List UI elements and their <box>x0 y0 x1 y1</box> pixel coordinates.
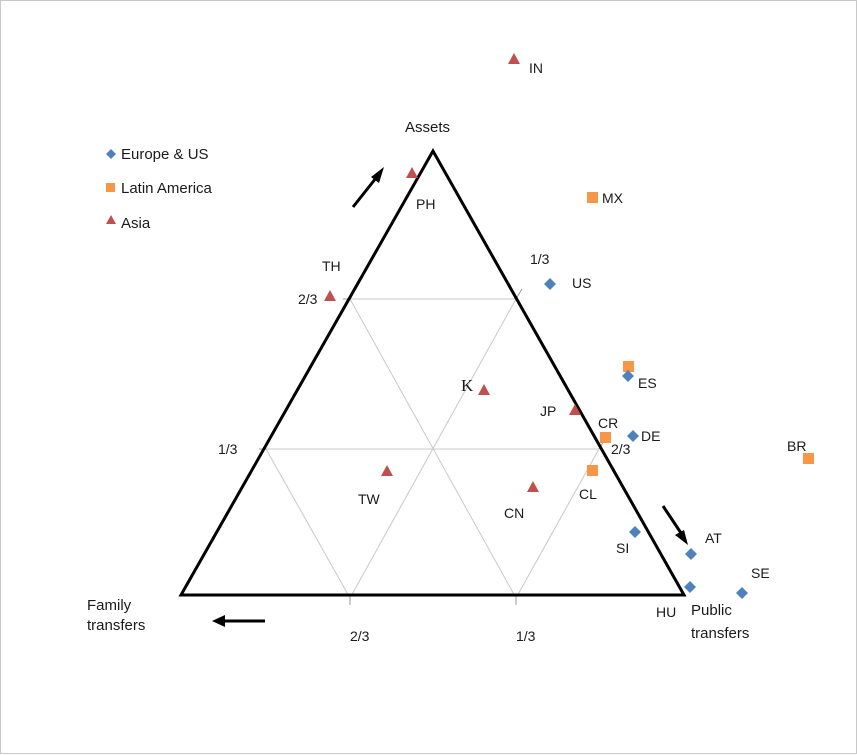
ternary-triangle <box>178 147 687 597</box>
legend-label-latin-america: Latin America <box>121 180 213 197</box>
marker-us <box>544 278 556 290</box>
grid-lines <box>265 298 600 599</box>
corner-label-public-line1: Public <box>691 602 732 619</box>
marker-ph <box>406 167 418 178</box>
tick-label-bottom-one-third: 1/3 <box>516 628 536 644</box>
data-markers <box>324 53 814 599</box>
marker-jp <box>569 404 581 415</box>
direction-arrows <box>212 167 688 627</box>
grid-line-right-diagonal-a <box>349 298 517 599</box>
point-label-cl: CL <box>579 486 597 502</box>
point-label-us: US <box>572 275 591 291</box>
marker-es-latin <box>623 361 634 372</box>
marker-se <box>736 587 748 599</box>
marker-at <box>685 548 697 560</box>
point-label-tw: TW <box>358 491 381 507</box>
point-label-in: IN <box>529 60 543 76</box>
marker-cn <box>527 481 539 492</box>
marker-si <box>629 526 641 538</box>
grid-line-left-diagonal-a <box>265 448 351 599</box>
legend-triangle-marker <box>106 215 116 224</box>
marker-es <box>622 370 634 382</box>
tick-label-bottom-two-thirds: 2/3 <box>350 628 370 644</box>
marker-th <box>324 290 336 301</box>
point-label-se: SE <box>751 565 770 581</box>
point-label-mx: MX <box>602 190 624 206</box>
corner-label-family-line1: Family <box>87 597 132 614</box>
legend: Europe & US Latin America Asia <box>106 146 213 232</box>
marker-cr <box>600 432 611 443</box>
point-label-cr: CR <box>598 415 618 431</box>
corner-label-assets: Assets <box>405 119 450 136</box>
point-label-de: DE <box>641 428 660 444</box>
marker-k <box>478 384 490 395</box>
corner-label-family-line2: transfers <box>87 617 145 634</box>
point-label-jp: JP <box>540 403 556 419</box>
arrow-family-left <box>212 615 265 627</box>
marker-in <box>508 53 520 64</box>
arrow-assets-up <box>351 167 384 208</box>
center-k-label: K <box>461 376 474 395</box>
point-label-hu: HU <box>656 604 676 620</box>
point-label-ph: PH <box>416 196 435 212</box>
point-label-es: ES <box>638 375 657 391</box>
point-label-br: BR <box>787 438 806 454</box>
legend-item-asia: Asia <box>106 215 151 232</box>
tick-label-left-two-thirds: 2/3 <box>298 291 318 307</box>
point-label-th: TH <box>322 258 341 274</box>
legend-label-asia: Asia <box>121 215 151 232</box>
point-labels: IN PH MX TH US ES JP CR DE BR TW CN CL S… <box>322 60 806 620</box>
marker-br <box>803 453 814 464</box>
point-label-at: AT <box>705 530 722 546</box>
point-label-cn: CN <box>504 505 524 521</box>
legend-item-europe-us: Europe & US <box>106 146 209 163</box>
marker-de <box>627 430 639 442</box>
marker-cl <box>587 465 598 476</box>
tick-label-right-two-thirds: 2/3 <box>611 441 631 457</box>
marker-hu <box>684 581 696 593</box>
corner-label-public-line2: transfers <box>691 625 749 642</box>
point-label-si: SI <box>616 540 629 556</box>
legend-label-europe-us: Europe & US <box>121 146 209 163</box>
marker-tw <box>381 465 393 476</box>
legend-item-latin-america: Latin America <box>106 180 213 197</box>
arrow-public-down <box>661 505 688 545</box>
grid-line-right-diagonal-b <box>515 448 600 599</box>
tick-label-right-one-third: 1/3 <box>530 251 550 267</box>
legend-diamond-marker <box>106 149 116 159</box>
legend-square-marker <box>106 183 115 192</box>
marker-mx <box>587 192 598 203</box>
tick-label-left-one-third: 1/3 <box>218 441 238 457</box>
